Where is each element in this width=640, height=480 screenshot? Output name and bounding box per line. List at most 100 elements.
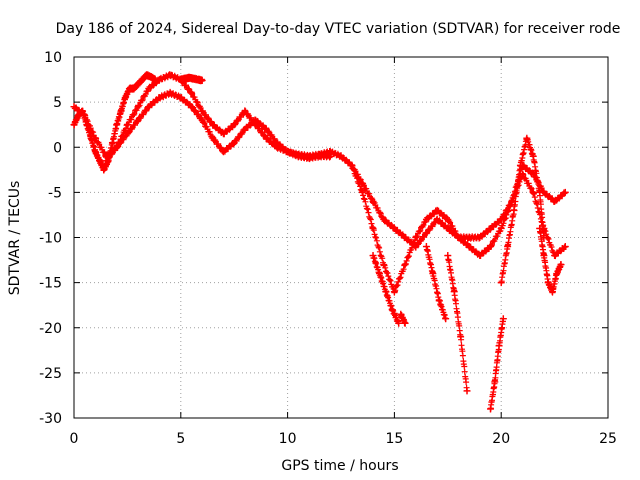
data-point bbox=[422, 243, 430, 251]
x-tick-label: 10 bbox=[279, 431, 297, 447]
data-point bbox=[143, 71, 151, 79]
data-point bbox=[510, 206, 518, 214]
data-point bbox=[444, 252, 452, 260]
data-point bbox=[241, 107, 249, 115]
data-point bbox=[476, 252, 484, 260]
x-axis-label: GPS time / hours bbox=[281, 458, 398, 474]
data-point bbox=[134, 103, 142, 111]
tick-labels: 0 5 10 15 20 25 -30 -25 -20 -15 -10 -5 0 5 10 bbox=[39, 50, 617, 447]
series-trace bbox=[327, 148, 569, 259]
data-point bbox=[551, 252, 559, 260]
series-trace bbox=[487, 315, 507, 412]
series-track-c bbox=[177, 73, 206, 85]
data-point bbox=[185, 74, 193, 82]
data-point bbox=[529, 170, 537, 178]
data-point bbox=[433, 206, 441, 214]
data-point bbox=[397, 310, 405, 318]
data-point bbox=[444, 215, 452, 223]
data-point bbox=[181, 75, 189, 83]
data-point bbox=[536, 188, 544, 196]
data-point bbox=[491, 378, 499, 386]
data-point bbox=[495, 342, 503, 350]
data-point bbox=[390, 288, 398, 296]
series-track-g bbox=[369, 252, 403, 327]
data-point bbox=[465, 234, 473, 241]
x-tick-label: 25 bbox=[599, 431, 617, 447]
data-point bbox=[113, 143, 121, 151]
data-point bbox=[305, 154, 313, 162]
y-tick-label: 0 bbox=[53, 140, 62, 156]
data-point bbox=[252, 116, 260, 124]
data-point bbox=[487, 224, 495, 232]
data-point bbox=[117, 107, 125, 115]
data-point bbox=[497, 224, 505, 232]
data-point bbox=[369, 252, 377, 260]
data-marks bbox=[70, 71, 569, 413]
data-point bbox=[548, 288, 556, 296]
x-tick-label: 15 bbox=[385, 431, 403, 447]
data-point bbox=[123, 121, 131, 129]
x-tick-label: 20 bbox=[492, 431, 510, 447]
data-point bbox=[450, 288, 458, 296]
y-tick-label: -5 bbox=[48, 185, 62, 201]
x-tick-label: 0 bbox=[70, 431, 79, 447]
data-point bbox=[81, 112, 89, 120]
data-point bbox=[369, 224, 377, 232]
data-point bbox=[123, 130, 131, 138]
data-point bbox=[145, 85, 153, 93]
series-track-j bbox=[444, 252, 471, 395]
data-point bbox=[401, 234, 409, 241]
data-point bbox=[294, 152, 302, 160]
data-point bbox=[561, 188, 569, 196]
y-tick-label: -15 bbox=[39, 276, 62, 292]
data-point bbox=[262, 125, 270, 133]
data-point bbox=[529, 152, 537, 160]
axis-ticks bbox=[73, 56, 609, 419]
data-point bbox=[358, 188, 366, 196]
data-point bbox=[497, 215, 505, 223]
data-point bbox=[369, 197, 377, 205]
data-point bbox=[380, 261, 388, 269]
series-track-k bbox=[487, 315, 507, 413]
data-point bbox=[504, 243, 512, 251]
data-point bbox=[457, 333, 465, 341]
data-point bbox=[145, 103, 153, 111]
data-point bbox=[187, 103, 195, 111]
data-point bbox=[433, 215, 441, 223]
data-point bbox=[166, 71, 174, 79]
data-point bbox=[130, 85, 138, 93]
data-point bbox=[422, 215, 430, 223]
data-point bbox=[166, 89, 174, 97]
data-point bbox=[138, 76, 146, 84]
y-tick-label: -25 bbox=[39, 366, 62, 382]
y-axis-label: SDTVAR / TECUs bbox=[7, 181, 23, 296]
data-point bbox=[544, 279, 552, 287]
data-point bbox=[220, 130, 228, 138]
y-tick-label: -10 bbox=[39, 231, 62, 247]
data-point bbox=[382, 288, 390, 296]
data-point bbox=[194, 76, 202, 84]
data-point bbox=[375, 270, 383, 278]
data-point bbox=[108, 139, 116, 147]
data-point bbox=[523, 134, 531, 142]
data-point bbox=[209, 121, 217, 129]
data-point bbox=[147, 73, 155, 81]
data-point bbox=[476, 234, 484, 241]
y-tick-label: 5 bbox=[53, 95, 62, 111]
data-point bbox=[230, 139, 238, 147]
data-point bbox=[463, 387, 471, 395]
data-point bbox=[442, 315, 450, 323]
data-point bbox=[499, 315, 507, 323]
data-point bbox=[102, 157, 110, 165]
data-point bbox=[380, 215, 388, 223]
data-point bbox=[316, 152, 324, 160]
data-point bbox=[429, 270, 437, 278]
data-point bbox=[198, 107, 206, 115]
data-point bbox=[337, 152, 345, 160]
data-point bbox=[557, 261, 565, 269]
data-point bbox=[536, 224, 544, 232]
data-point bbox=[388, 306, 396, 314]
data-point bbox=[262, 134, 270, 142]
data-point bbox=[91, 148, 99, 156]
